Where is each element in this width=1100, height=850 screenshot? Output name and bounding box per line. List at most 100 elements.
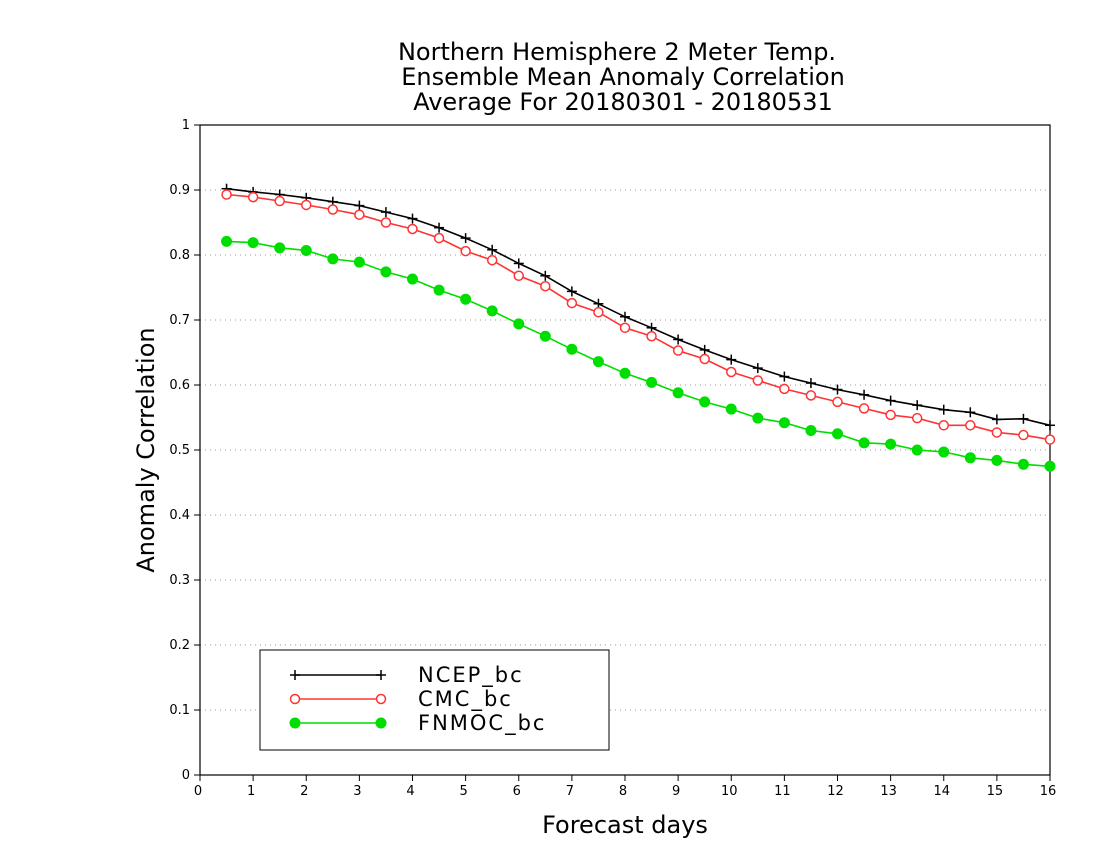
data-point-fnmoc-bc [964,452,976,464]
data-point-cmc-bc [380,217,392,228]
data-point-cmc-bc [938,420,949,431]
data-point-cmc-bc [752,375,764,386]
data-point-cmc-bc [247,191,259,203]
data-point-ncep-bc [859,389,870,400]
x-axis-label: Forecast days [542,811,708,839]
y-axis: 0 0.1 0.2 0.3 0.4 0.5 0.6 0.7 0.8 0.9 1 [169,118,200,783]
legend-marker-end [375,693,387,705]
data-point-ncep-bc [620,311,630,322]
data-point-cmc-bc [1044,434,1056,445]
chart-title: Northern Hemisphere 2 Meter Temp. Ensemb… [398,38,845,116]
data-point-cmc-bc [991,427,1003,438]
data-point-cmc-bc [460,245,471,257]
data-point-ncep-bc [938,404,949,415]
x-tick-label: 14 [933,784,950,799]
y-tick-label: 0.4 [169,508,190,523]
data-point-ncep-bc [673,334,684,345]
legend-marker-start [289,693,301,705]
data-point-fnmoc-bc [407,273,418,285]
x-tick-label: 3 [353,784,361,799]
data-point-cmc-bc [1018,429,1029,441]
x-tick-label: 2 [300,784,308,799]
data-point-cmc-bc [274,195,285,207]
data-point-fnmoc-bc [752,412,764,424]
data-point-ncep-bc [752,363,763,374]
data-point-ncep-bc [991,414,1002,425]
data-point-fnmoc-bc [619,367,631,379]
y-tick-label: 0.9 [169,183,190,198]
series-cmc-bc [221,189,1056,445]
data-point-ncep-bc [566,286,577,297]
data-point-ncep-bc [380,207,391,218]
data-point-fnmoc-bc [725,403,737,415]
series-layer [221,183,1056,472]
data-point-ncep-bc [779,371,790,382]
data-point-cmc-bc [354,209,365,220]
x-tick-label: 11 [774,784,791,799]
y-tick-label: 0.1 [169,703,190,718]
legend-box [259,649,610,751]
data-point-ncep-bc [1045,420,1055,431]
legend-item-cmc-bc: CMC_bc [289,687,513,712]
data-point-fnmoc-bc [672,387,684,399]
series-line-cmc-bc [226,193,1051,441]
data-point-ncep-bc [354,200,365,211]
data-point-fnmoc-bc [433,284,445,296]
x-tick-label: 13 [880,784,897,799]
data-point-fnmoc-bc [221,235,233,247]
data-point-ncep-bc [912,400,923,411]
y-tick-label: 0.2 [169,638,190,653]
legend-label: CMC_bc [418,687,513,712]
data-point-ncep-bc [885,395,896,406]
data-point-fnmoc-bc [911,444,923,456]
data-point-cmc-bc [646,331,657,342]
data-point-cmc-bc [566,297,578,309]
legend-label: FNMOC_bc [418,711,546,736]
data-point-cmc-bc [965,420,976,431]
data-point-fnmoc-bc [858,437,870,449]
x-tick-label: 16 [1040,784,1057,799]
data-point-fnmoc-bc [513,318,525,330]
data-point-ncep-bc [726,354,737,365]
x-axis: 0 1 2 3 4 5 6 7 8 9 10 11 12 13 14 15 16 [194,775,1056,799]
x-tick-label: 10 [721,784,738,799]
y-tick-label: 0.5 [169,443,190,458]
data-point-cmc-bc [672,345,684,356]
data-point-ncep-bc [832,384,843,395]
legend-label: NCEP_bc [418,663,524,688]
data-point-cmc-bc [407,223,418,235]
data-point-cmc-bc [221,189,232,200]
legend-marker-start [290,670,300,680]
data-point-fnmoc-bc [805,425,817,436]
y-tick-label: 1 [182,118,190,133]
data-point-cmc-bc [433,232,445,244]
series-ncep-bc [221,183,1055,431]
data-point-fnmoc-bc [460,293,472,305]
y-tick-label: 0.6 [169,378,190,393]
data-point-cmc-bc [327,204,339,215]
data-point-cmc-bc [832,396,843,408]
y-tick-label: 0.8 [169,248,190,263]
title-line-2: Ensemble Mean Anomaly Correlation [401,63,845,91]
data-point-fnmoc-bc [699,396,711,408]
legend-marker-end [375,717,387,729]
data-point-ncep-bc [699,344,710,355]
x-tick-label: 0 [194,784,202,799]
data-point-fnmoc-bc [274,242,286,254]
data-point-cmc-bc [301,199,312,211]
data-point-fnmoc-bc [300,244,312,256]
data-point-fnmoc-bc [832,428,843,440]
data-point-cmc-bc [858,403,870,414]
data-point-ncep-bc [965,407,976,418]
series-fnmoc-bc [221,235,1056,472]
x-tick-label: 8 [619,784,627,799]
legend-marker-end [376,670,386,680]
data-point-fnmoc-bc [1017,458,1029,470]
data-point-fnmoc-bc [885,438,897,450]
data-point-ncep-bc [460,233,471,244]
data-point-cmc-bc [726,366,737,378]
y-tick-label: 0 [182,768,190,783]
data-point-ncep-bc [805,378,816,389]
